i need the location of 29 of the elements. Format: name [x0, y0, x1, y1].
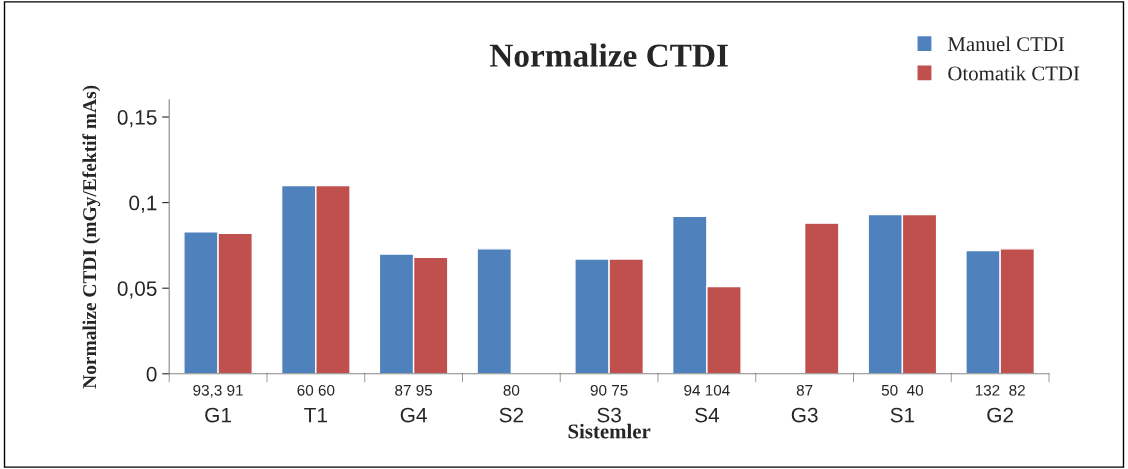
legend-label: Manuel CTDI [947, 36, 1065, 52]
x-tick-label: G1 [205, 407, 231, 423]
text: 50 40 [881, 384, 924, 396]
x-tick-label: G4 [400, 407, 427, 423]
text: 60 60 [297, 384, 335, 396]
x-tick-label: T1 [304, 407, 327, 423]
text: 94 104 [684, 384, 730, 396]
chart-title: Normalize CTDI [489, 43, 728, 67]
text: 87 [796, 384, 813, 396]
y-axis-title: Normalize CTDI (mGy/Efektif mAs) [82, 85, 101, 389]
x-tick-label: S3 [597, 407, 621, 423]
x-tick-label: S1 [890, 407, 915, 423]
text: 93,3 91 [193, 384, 243, 398]
y-tick-label: 0 [146, 366, 157, 382]
y-tick-label: 0,05 [117, 281, 157, 299]
bar [476, 248, 513, 374]
x-tick-label: G3 [791, 407, 818, 423]
text: 132 82 [975, 384, 1025, 396]
x-axis-title: Sistemler [568, 423, 651, 439]
text: 90 75 [590, 384, 628, 396]
y-tick-label: 0,1 [129, 195, 157, 213]
x-tick-label: S2 [499, 407, 524, 423]
text: 87 95 [395, 384, 433, 396]
y-tick-label: 0,15 [117, 110, 157, 128]
bar [803, 222, 840, 374]
legend-label: Otomatik CTDI [948, 65, 1080, 81]
x-tick-label: G2 [987, 407, 1014, 423]
x-tick-label: S4 [695, 407, 720, 423]
text: 80 [503, 384, 520, 396]
